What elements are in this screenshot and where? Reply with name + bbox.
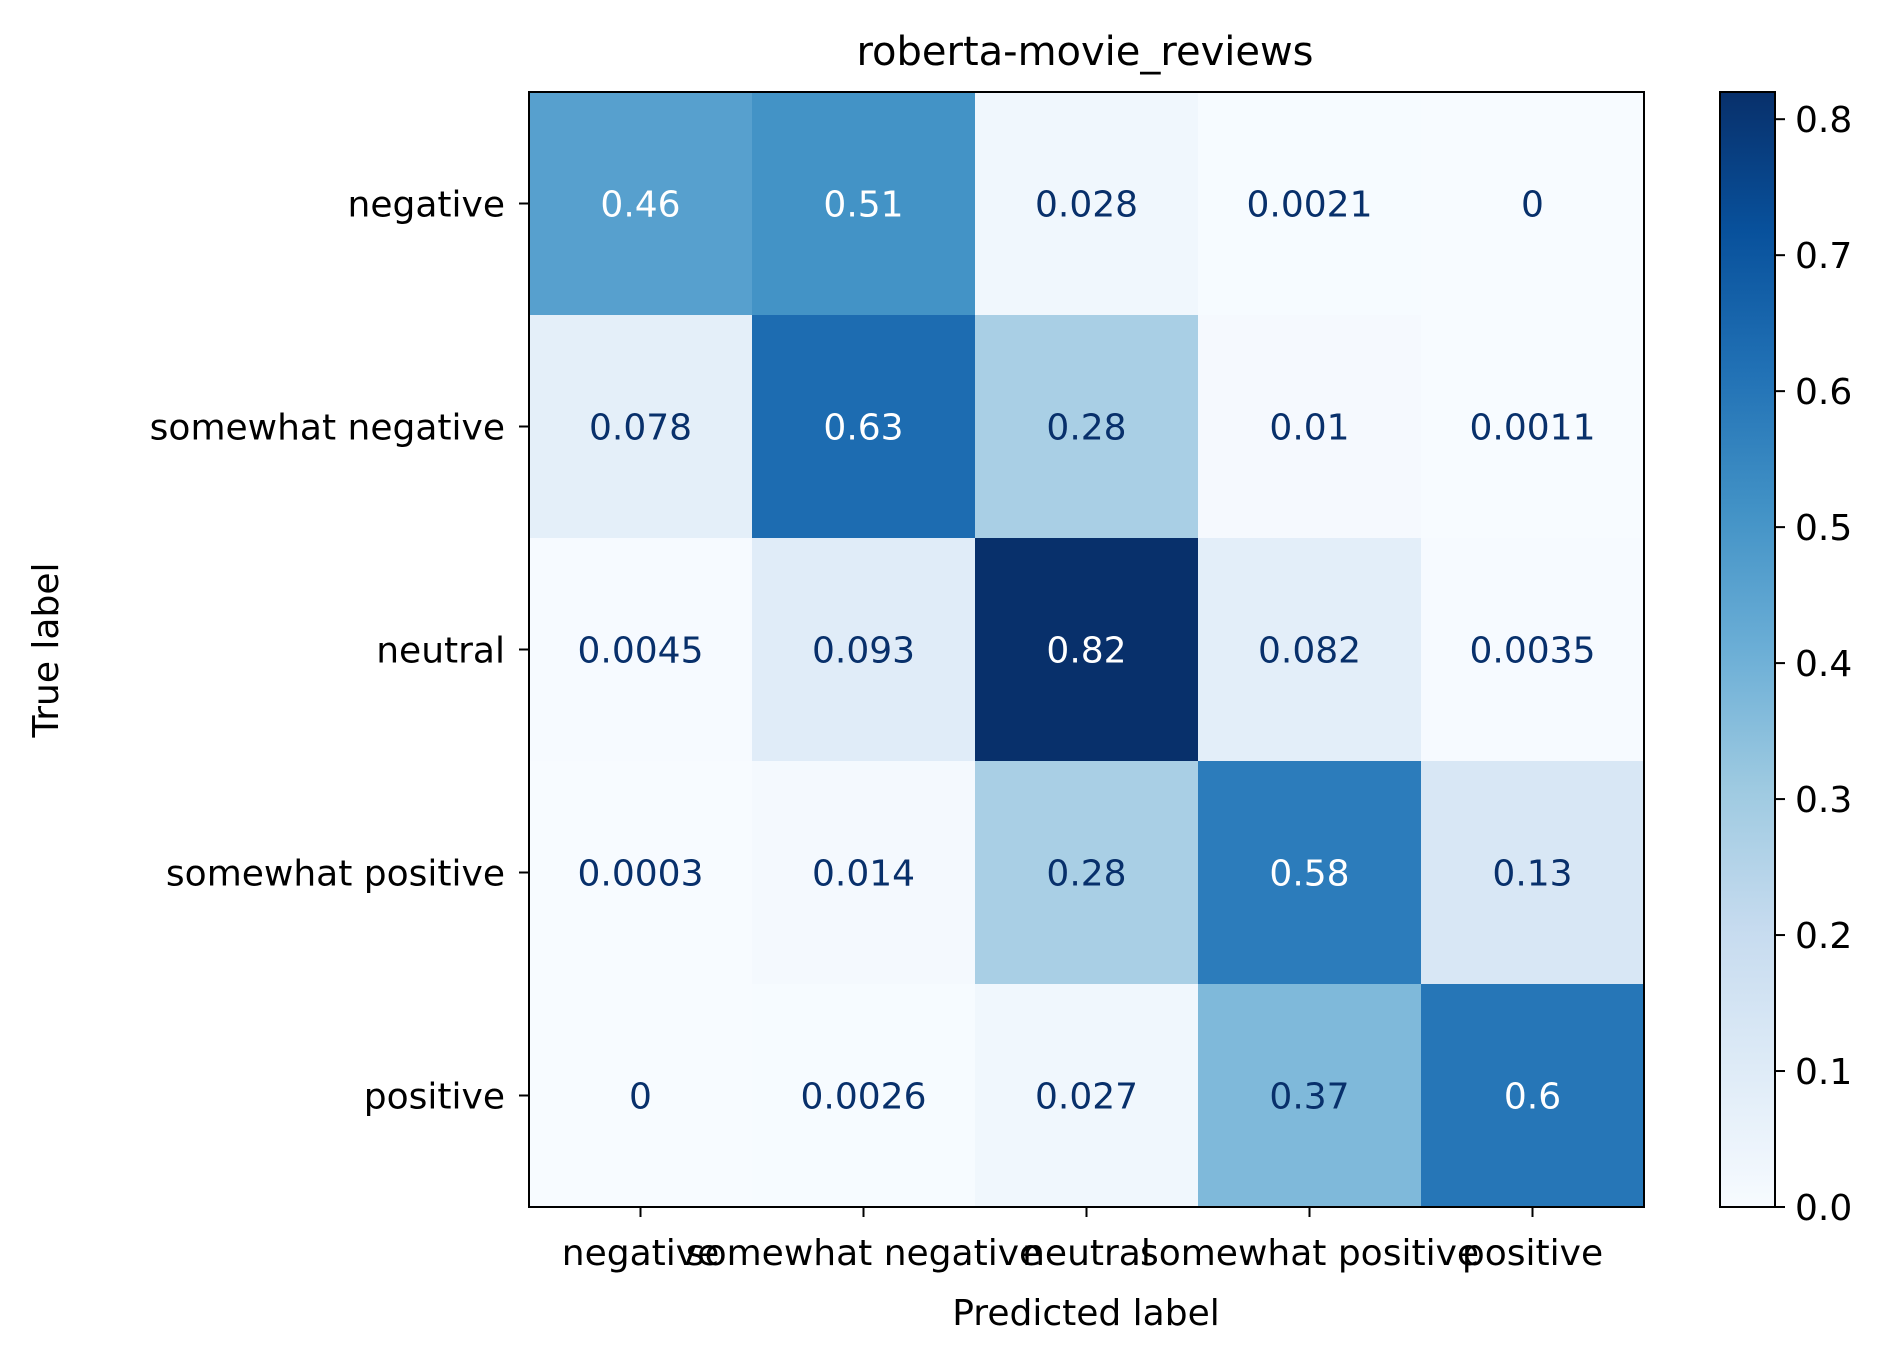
cell-value-label: 0.0011 xyxy=(1470,408,1596,449)
x-tick-label: somewhat negative xyxy=(686,1233,1041,1274)
y-tick-label: positive xyxy=(364,1077,505,1118)
heatmap-cell xyxy=(752,538,976,762)
y-tick-label: negative xyxy=(348,185,505,226)
colorbar-ticks: 0.0 0.1 0.2 0.3 0.4 0.5 0.6 0.7 0.8 xyxy=(1775,100,1852,1229)
heatmap-cell xyxy=(529,761,753,985)
cell-value-label: 0.082 xyxy=(1258,631,1361,672)
colorbar-tick-label: 0.8 xyxy=(1795,100,1852,141)
y-tick-label: somewhat positive xyxy=(166,854,505,895)
cell-value-label: 0.46 xyxy=(600,185,680,226)
x-tick-label: negative xyxy=(562,1233,719,1274)
x-tick-label: positive xyxy=(1462,1233,1603,1274)
heatmap-cell xyxy=(1198,984,1422,1208)
cell-value-label: 0.51 xyxy=(823,185,903,226)
heatmap-cell xyxy=(752,315,976,539)
heatmap-cell xyxy=(529,92,753,316)
x-axis-label: Predicted label xyxy=(952,1293,1220,1334)
cell-value-label: 0.82 xyxy=(1046,631,1126,672)
cell-value-label: 0.58 xyxy=(1269,854,1349,895)
cell-value-label: 0 xyxy=(629,1077,652,1118)
heatmap-cell xyxy=(752,92,976,316)
colorbar-tick-label: 0.6 xyxy=(1795,372,1852,413)
cell-value-label: 0.027 xyxy=(1035,1077,1138,1118)
cell-value-label: 0.014 xyxy=(812,854,915,895)
heatmap-cells: 0.46 0.51 0.028 0.0021 0 0.078 0.63 0.28 0.01 0.0… xyxy=(529,92,1645,1208)
cell-value-label: 0.63 xyxy=(823,408,903,449)
heatmap-cell xyxy=(529,315,753,539)
cell-value-label: 0.093 xyxy=(812,631,915,672)
heatmap-cell xyxy=(529,538,753,762)
heatmap-cell xyxy=(1198,538,1422,762)
y-axis-label: True label xyxy=(26,563,67,739)
heatmap-cell xyxy=(752,761,976,985)
heatmap-cell xyxy=(529,984,753,1208)
cell-value-label: 0.01 xyxy=(1269,408,1349,449)
y-tick-label: somewhat negative xyxy=(150,408,505,449)
colorbar xyxy=(1719,91,1776,1208)
cell-value-label: 0.6 xyxy=(1504,1077,1561,1118)
heatmap-cell xyxy=(1421,984,1645,1208)
heatmap-cell xyxy=(1421,92,1645,316)
cell-value-label: 0.28 xyxy=(1046,408,1126,449)
heatmap-cell xyxy=(1421,315,1645,539)
colorbar-tick-label: 0.2 xyxy=(1795,916,1852,957)
colorbar-tick-label: 0.7 xyxy=(1795,236,1852,277)
cell-value-label: 0.0021 xyxy=(1247,185,1373,226)
colorbar-tick-label: 0.1 xyxy=(1795,1052,1852,1093)
colorbar-tick-label: 0.3 xyxy=(1795,780,1852,821)
y-tick-label: neutral xyxy=(376,631,505,672)
cell-value-label: 0.13 xyxy=(1492,854,1572,895)
cell-value-label: 0.0026 xyxy=(801,1077,927,1118)
cell-value-label: 0.0035 xyxy=(1470,631,1596,672)
colorbar-tick-label: 0.0 xyxy=(1795,1188,1852,1229)
heatmap-cell xyxy=(1198,92,1422,316)
y-axis-ticks: negative somewhat negative neutral somewhat… xyxy=(150,185,529,1118)
colorbar-tick-label: 0.5 xyxy=(1795,508,1852,549)
heatmap-cell xyxy=(975,761,1199,985)
x-tick-label: neutral xyxy=(1022,1233,1151,1274)
cell-value-label: 0.28 xyxy=(1046,854,1126,895)
x-tick-label: somewhat positive xyxy=(1140,1233,1479,1274)
heatmap-cell xyxy=(975,984,1199,1208)
cell-value-label: 0.028 xyxy=(1035,185,1138,226)
heatmap-cell xyxy=(1421,538,1645,762)
heatmap-cell xyxy=(975,538,1199,762)
cell-value-label: 0 xyxy=(1521,185,1544,226)
heatmap-cell xyxy=(1421,761,1645,985)
colorbar-tick-label: 0.4 xyxy=(1795,644,1852,685)
heatmap-cell xyxy=(1198,315,1422,539)
heatmap-cell xyxy=(752,984,976,1208)
cell-value-label: 0.37 xyxy=(1269,1077,1349,1118)
heatmap-cell xyxy=(975,315,1199,539)
cell-value-label: 0.0003 xyxy=(578,854,704,895)
cell-value-label: 0.0045 xyxy=(578,631,704,672)
cell-value-label: 0.078 xyxy=(589,408,692,449)
heatmap-cell xyxy=(1198,761,1422,985)
chart-title: roberta-movie_reviews xyxy=(856,29,1313,75)
heatmap-cell xyxy=(975,92,1199,316)
